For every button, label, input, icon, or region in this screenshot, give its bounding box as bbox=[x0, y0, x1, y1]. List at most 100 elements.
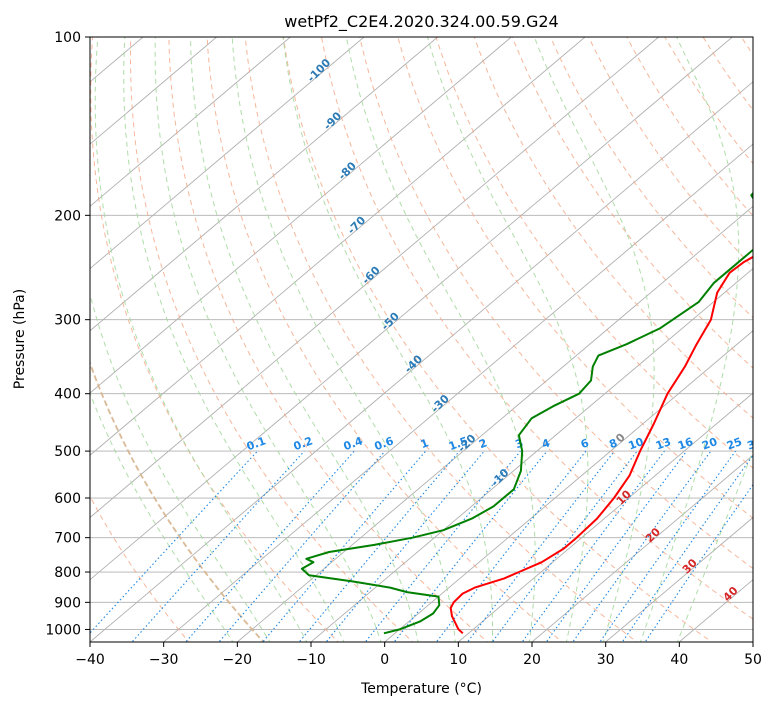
dry-adiabat-line bbox=[397, 37, 753, 519]
moist-adiabat-line bbox=[639, 37, 740, 642]
y-tick-label: 300 bbox=[54, 313, 81, 329]
dry-adiabat-line bbox=[168, 37, 489, 642]
y-tick-label: 700 bbox=[54, 531, 81, 547]
mixing-ratio-label: 16 bbox=[676, 435, 695, 453]
x-tick-label: 30 bbox=[597, 652, 615, 668]
isotherm-line bbox=[90, 37, 586, 456]
mixing-ratio-line bbox=[262, 450, 427, 642]
x-tick-label: 20 bbox=[523, 652, 541, 668]
plot-background bbox=[90, 37, 753, 642]
mixing-ratio-line bbox=[545, 450, 688, 642]
mixing-ratio-label: 30 bbox=[745, 435, 764, 453]
y-tick-label: 600 bbox=[54, 491, 81, 507]
y-tick-label: 500 bbox=[54, 444, 81, 460]
mixing-ratio-label: 25 bbox=[725, 435, 744, 452]
mixing-ratio-label: 1.5 bbox=[447, 434, 470, 453]
dewpoint-profile-line bbox=[300, 191, 753, 635]
dry-adiabat-line bbox=[206, 37, 564, 642]
moist-adiabat-line bbox=[676, 449, 753, 642]
dry-adiabat-line bbox=[90, 495, 190, 642]
dry-adiabat-line bbox=[473, 37, 753, 419]
x-tick-label: 0 bbox=[380, 652, 389, 668]
mixing-ratio-label: 2 bbox=[477, 436, 489, 451]
mixing-ratio-line bbox=[90, 450, 258, 634]
x-tick-label: 40 bbox=[670, 652, 688, 668]
mixing-ratio-label: 0.2 bbox=[292, 434, 315, 453]
mixing-ratio-line bbox=[185, 450, 355, 642]
isotherm-line bbox=[90, 37, 660, 519]
y-tick-label: 1000 bbox=[45, 622, 81, 638]
dry-adiabat-line bbox=[282, 37, 713, 642]
isotherm-line bbox=[90, 37, 365, 270]
moist-adiabat-line bbox=[90, 392, 234, 642]
mixing-ratio-line bbox=[435, 450, 587, 642]
mixing-ratio-label: 8 bbox=[607, 436, 619, 451]
x-tick-label: −20 bbox=[223, 652, 253, 668]
mixing-ratio-label: 0.1 bbox=[245, 434, 268, 453]
isotherm-line bbox=[531, 454, 753, 642]
isotherm-line bbox=[90, 81, 753, 642]
isotherm-line bbox=[383, 330, 753, 642]
isotherm-line bbox=[604, 516, 753, 642]
mixing-ratio-line bbox=[364, 450, 521, 642]
isotherm-line bbox=[90, 37, 513, 394]
mixing-ratio-label: 20 bbox=[700, 435, 719, 453]
mixing-ratio-line bbox=[621, 454, 753, 642]
mixing-ratio-label: 13 bbox=[654, 435, 673, 452]
dry-adiabat-line bbox=[549, 37, 753, 319]
mixing-ratio-line bbox=[393, 450, 548, 642]
chart-title: wetPf2_C2E4.2020.324.00.59.G24 bbox=[284, 12, 558, 32]
x-tick-label: −30 bbox=[149, 652, 179, 668]
mixing-ratio-label: 1 bbox=[419, 436, 431, 451]
mixing-ratio-label: 6 bbox=[579, 436, 591, 451]
x-axis-title: Temperature (°C) bbox=[360, 681, 482, 697]
isotherm-line bbox=[162, 143, 753, 642]
moist-adiabat-line bbox=[345, 37, 536, 642]
dry-adiabat-line bbox=[359, 37, 753, 570]
x-tick-label: 50 bbox=[744, 652, 762, 668]
mixing-ratio-label: 0.4 bbox=[342, 434, 365, 453]
mixing-ratio-line bbox=[599, 450, 737, 642]
y-tick-label: 800 bbox=[54, 565, 81, 581]
mixing-ratio-label: 0.6 bbox=[373, 434, 396, 453]
mixing-ratio-line bbox=[644, 483, 753, 642]
mixing-ratio-line bbox=[521, 450, 665, 642]
reference-adiabat-line bbox=[90, 360, 265, 642]
mixing-ratio-label: 4 bbox=[540, 436, 552, 451]
x-tick-label: 10 bbox=[449, 652, 467, 668]
isotherm-line bbox=[310, 267, 753, 642]
isotherm-line bbox=[90, 37, 734, 581]
axes: −40 −30 −20 −10 0 10 20 30 40 5010020030040050060… bbox=[45, 30, 762, 668]
moist-adiabat-line bbox=[282, 37, 493, 642]
moist-adiabat-line bbox=[123, 37, 345, 642]
isotherm-line bbox=[236, 205, 753, 642]
mixing-ratio-line bbox=[131, 450, 305, 642]
moist-adiabat-line bbox=[427, 37, 589, 642]
dry-adiabat-line bbox=[90, 37, 339, 642]
y-tick-label: 100 bbox=[54, 30, 81, 46]
mixing-ratio-line bbox=[572, 450, 712, 642]
plot-frame bbox=[89, 36, 754, 643]
dry-adiabat-line bbox=[320, 37, 753, 620]
dry-adiabat-line bbox=[130, 37, 414, 642]
isotherm-line bbox=[457, 392, 753, 642]
isotherm-line bbox=[90, 37, 439, 332]
isotherm-line bbox=[90, 37, 218, 145]
y-axis-title: Pressure (hPa) bbox=[12, 289, 28, 389]
x-tick-label: −10 bbox=[296, 652, 326, 668]
y-tick-label: 200 bbox=[54, 208, 81, 224]
y-tick-label: 900 bbox=[54, 595, 81, 611]
moist-adiabat-line bbox=[154, 37, 382, 642]
mixing-ratio-line bbox=[218, 450, 386, 642]
y-tick-label: 400 bbox=[54, 387, 81, 403]
mixing-ratio-label: 3 bbox=[513, 436, 525, 451]
dry-adiabat-line bbox=[511, 37, 753, 369]
x-tick-label: −40 bbox=[75, 652, 105, 668]
moist-adiabat-line bbox=[94, 37, 308, 642]
moist-adiabat-line bbox=[231, 37, 456, 642]
moist-adiabat-line bbox=[90, 292, 271, 642]
isotherm-line bbox=[90, 37, 292, 207]
dry-adiabat-line bbox=[244, 37, 638, 642]
